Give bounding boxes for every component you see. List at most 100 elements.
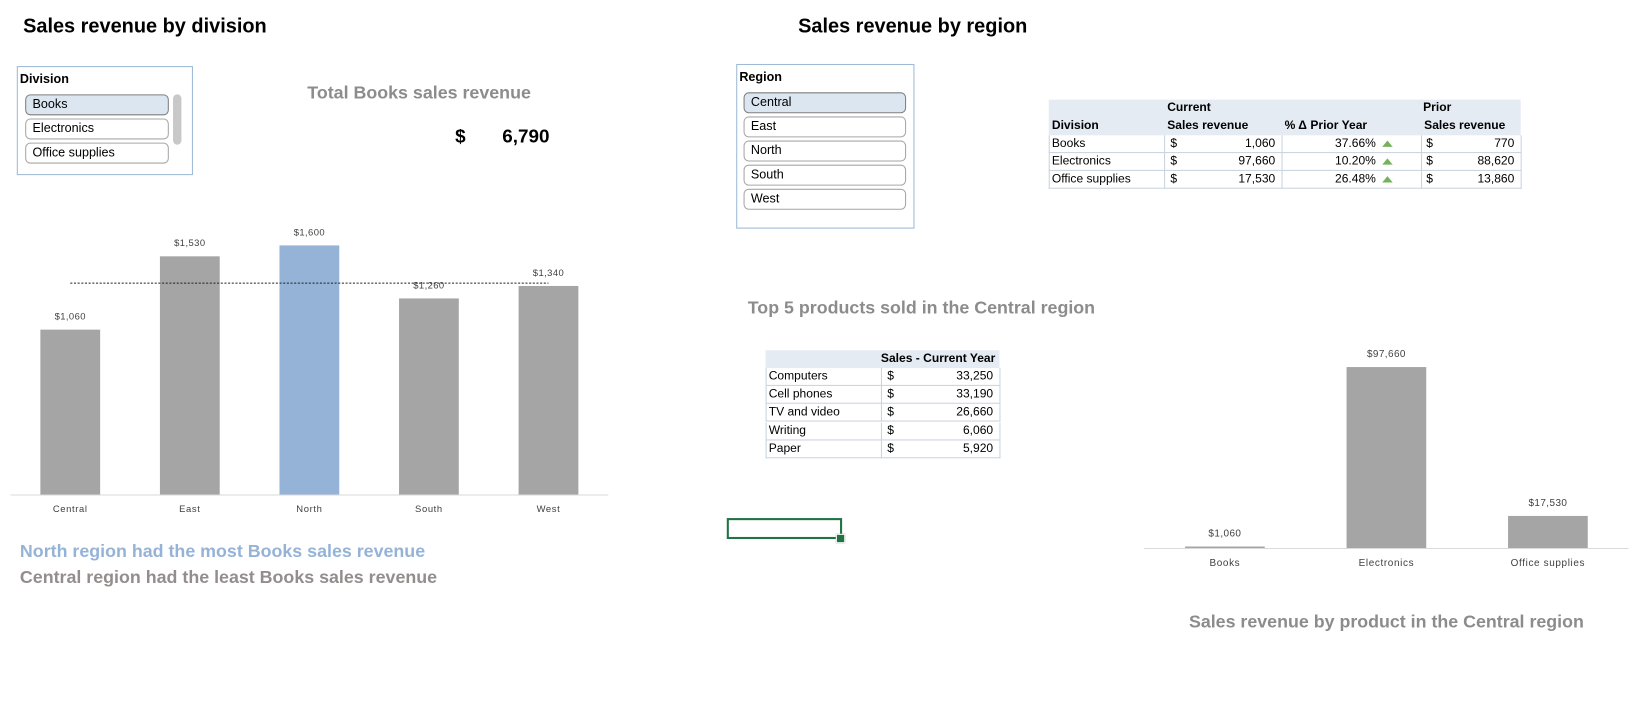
section-title: Sales revenue by region — [798, 15, 1028, 38]
cell-value: 17,530 — [1238, 173, 1276, 186]
column-header: Sales revenue — [1424, 119, 1506, 133]
cell-value: 33,190 — [956, 388, 994, 401]
data-label: $97,660 — [1367, 349, 1406, 360]
slicer-item[interactable]: Central — [743, 92, 907, 114]
slicer-item[interactable]: Electronics — [25, 118, 169, 140]
x-tick-label: Electronics — [1359, 558, 1415, 569]
data-label: $1,600 — [294, 226, 325, 237]
selected-cell[interactable] — [726, 518, 843, 540]
column-header: Division — [1051, 119, 1099, 133]
cell-border — [1421, 170, 1423, 189]
cell-value: 10.20% — [1335, 155, 1376, 168]
trend-up-icon — [1382, 158, 1393, 165]
currency: $ — [1170, 155, 1178, 168]
cell-value: 97,660 — [1238, 155, 1276, 168]
trend-up-icon — [1382, 140, 1393, 147]
cell-value: 26,660 — [956, 406, 994, 419]
bar — [40, 329, 101, 495]
cell-border — [880, 422, 882, 441]
total-value: 6,790 — [502, 125, 550, 147]
cell-border — [1164, 170, 1166, 189]
table-row — [1048, 153, 1522, 171]
table-row — [765, 386, 1001, 404]
top-products-title: Top 5 products sold in the Central regio… — [747, 297, 1096, 318]
row-label: TV and video — [768, 406, 840, 419]
cell-border — [880, 404, 882, 422]
row-label: Books — [1051, 137, 1086, 150]
column-header: Sales revenue — [1167, 119, 1249, 133]
slicer-item[interactable]: Office supplies — [25, 142, 169, 164]
cell-border — [1281, 170, 1283, 189]
note: North region had the most Books sales re… — [19, 541, 426, 562]
row-label: Paper — [768, 442, 801, 455]
cell-value: 37.66% — [1335, 137, 1376, 150]
slicer-title: Region — [739, 69, 783, 84]
row-label: Cell phones — [768, 388, 833, 401]
row-label: Computers — [768, 370, 828, 383]
slicer-item[interactable]: South — [743, 164, 907, 186]
column-header: Sales - Current Year — [880, 352, 996, 365]
currency: $ — [887, 442, 894, 455]
cell-border — [1421, 135, 1423, 154]
slicer-item[interactable]: East — [743, 116, 907, 138]
cell-border — [1281, 135, 1283, 154]
table-row — [765, 404, 1001, 422]
x-tick-label: Office supplies — [1511, 558, 1586, 569]
total-label: Total Books sales revenue — [307, 82, 531, 103]
x-tick-label: South — [415, 503, 443, 514]
x-tick-label: East — [179, 503, 200, 514]
data-label: $1,060 — [55, 311, 86, 322]
currency: $ — [887, 406, 894, 419]
cell-border — [1164, 153, 1166, 171]
x-tick-label: North — [296, 503, 322, 514]
cell-value: 770 — [1494, 137, 1515, 150]
bar — [518, 285, 579, 495]
scrollbar — [173, 94, 182, 145]
table-header-bg — [765, 350, 1000, 369]
column-group-label: Prior — [1423, 101, 1452, 115]
section-title: Sales revenue by division — [23, 15, 267, 38]
currency: $ — [887, 388, 894, 401]
cell-border — [880, 368, 882, 386]
data-label: $17,530 — [1528, 498, 1567, 509]
cell-border — [1281, 153, 1283, 171]
row-label: Office supplies — [1051, 173, 1131, 186]
data-label: $1,530 — [174, 237, 205, 248]
slicer-item[interactable]: Books — [25, 94, 169, 116]
table-row — [765, 440, 1001, 459]
table-row — [765, 422, 1001, 441]
currency: $ — [887, 370, 894, 383]
slicer-item[interactable]: West — [743, 188, 907, 210]
x-tick-label: Books — [1209, 558, 1240, 569]
cell-value: 88,620 — [1477, 155, 1515, 168]
x-tick-label: West — [537, 503, 561, 514]
cell-border — [880, 440, 882, 459]
cell-border — [1421, 153, 1423, 171]
note: Central region had the least Books sales… — [19, 567, 438, 588]
trend-up-icon — [1382, 176, 1393, 183]
currency: $ — [1170, 173, 1178, 186]
cell-border — [1164, 135, 1166, 154]
bar — [279, 245, 340, 495]
bar — [399, 298, 459, 495]
cell-value: 33,250 — [956, 370, 994, 383]
table-row — [1048, 170, 1522, 189]
cell-value: 6,060 — [962, 424, 994, 437]
currency: $ — [1426, 173, 1433, 186]
fill-handle[interactable] — [835, 533, 846, 544]
row-label: Electronics — [1051, 155, 1111, 168]
row-label: Writing — [768, 424, 807, 437]
slicer-title: Division — [19, 71, 69, 86]
currency: $ — [1426, 155, 1433, 168]
data-label: $1,340 — [533, 267, 564, 278]
slicer-item[interactable]: North — [743, 140, 907, 162]
data-label: $1,260 — [413, 279, 444, 290]
currency: $ — [887, 424, 894, 437]
cell-value: 26.48% — [1335, 173, 1376, 186]
column-header: % Δ Prior Year — [1284, 119, 1368, 133]
cell-value: 13,860 — [1477, 173, 1515, 186]
table-row — [1048, 135, 1522, 154]
